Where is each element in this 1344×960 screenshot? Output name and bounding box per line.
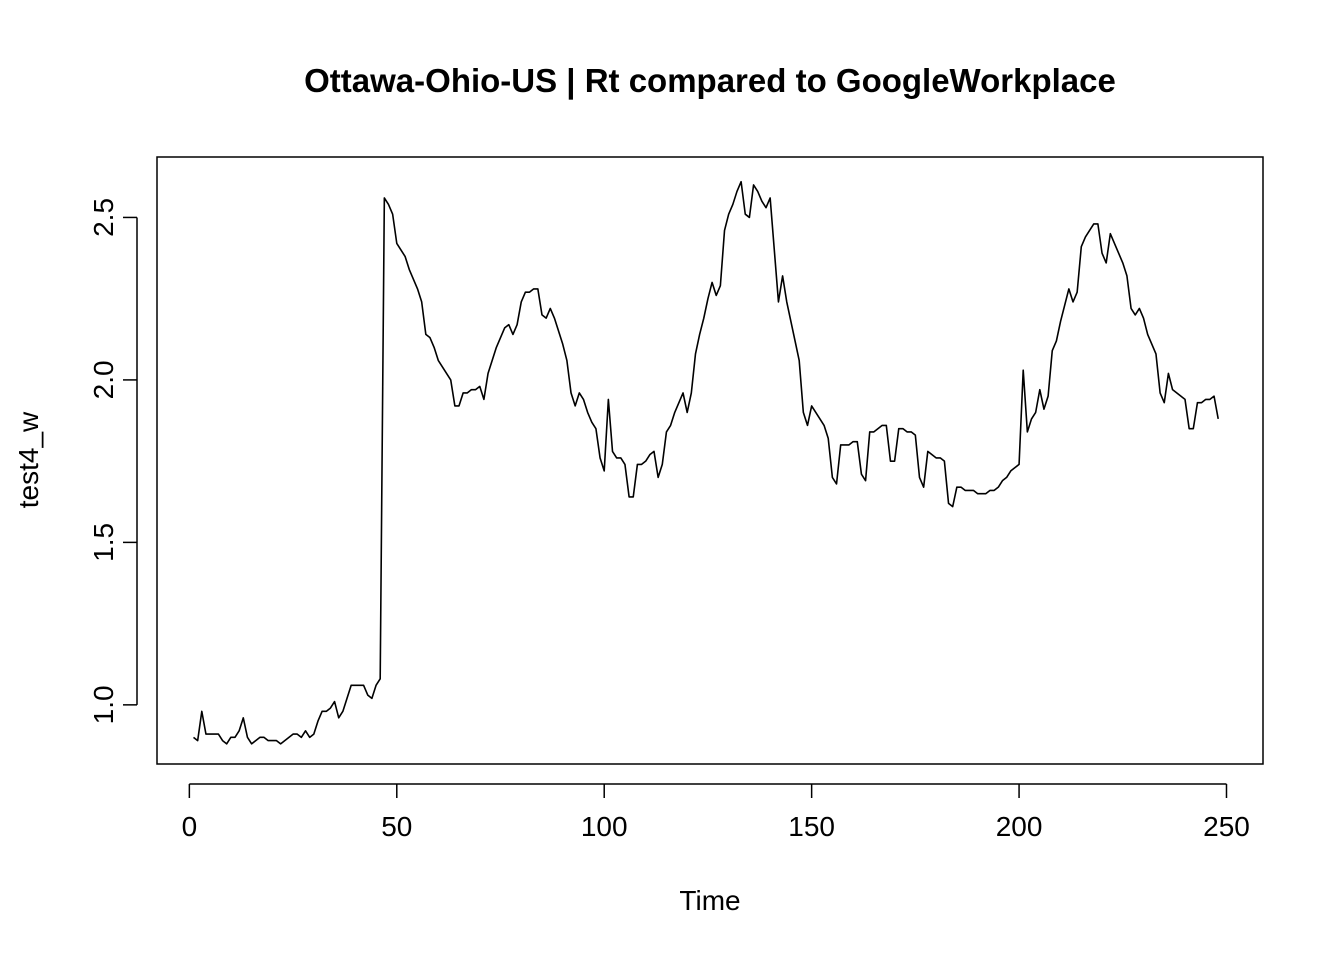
y-axis-label: test4_w bbox=[13, 411, 44, 508]
x-tick-label: 0 bbox=[182, 811, 198, 842]
x-axis-label: Time bbox=[679, 885, 740, 916]
x-tick-label: 200 bbox=[996, 811, 1043, 842]
x-tick-label: 250 bbox=[1203, 811, 1250, 842]
x-tick-label: 50 bbox=[381, 811, 412, 842]
series-line bbox=[193, 180, 1219, 745]
x-axis: 0 50 100 150 200 250 bbox=[182, 783, 1250, 842]
chart-title: Ottawa-Ohio-US | Rt compared to GoogleWo… bbox=[304, 62, 1116, 99]
x-tick-label: 150 bbox=[788, 811, 835, 842]
x-tick-label: 100 bbox=[581, 811, 628, 842]
plot-frame bbox=[156, 156, 1264, 765]
y-tick-label: 2.5 bbox=[88, 198, 119, 237]
y-tick-label: 1.5 bbox=[88, 523, 119, 562]
y-tick-label: 2.0 bbox=[88, 360, 119, 399]
y-tick-label: 1.0 bbox=[88, 685, 119, 724]
y-axis: 1.0 1.5 2.0 2.5 bbox=[88, 198, 138, 724]
